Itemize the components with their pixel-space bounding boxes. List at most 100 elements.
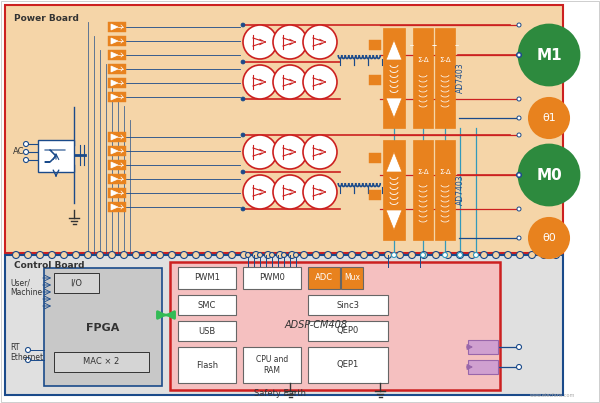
Circle shape [301,251,308,258]
Circle shape [529,98,569,138]
Bar [435,140,455,240]
Circle shape [293,253,299,258]
Bar [468,360,498,374]
Bar [341,267,363,289]
Text: www.elecfans.com: www.elecfans.com [530,393,575,398]
Polygon shape [111,148,118,154]
Circle shape [517,97,521,101]
Circle shape [517,116,521,120]
Circle shape [25,347,31,353]
Circle shape [241,133,245,137]
Circle shape [241,60,245,64]
Circle shape [303,25,337,59]
Circle shape [505,251,511,258]
Circle shape [85,251,91,258]
Bar [108,50,126,60]
Circle shape [397,251,404,258]
Bar [54,352,149,372]
Circle shape [245,253,251,258]
Circle shape [205,251,212,258]
Circle shape [313,251,320,258]
Bar [383,140,405,240]
Text: Σ-Δ: Σ-Δ [439,169,451,175]
Circle shape [73,251,79,258]
Bar [413,28,433,128]
Bar [54,273,99,293]
Bar [108,132,126,142]
Circle shape [517,23,521,27]
Circle shape [517,364,521,370]
Circle shape [519,25,579,85]
Text: PWM1: PWM1 [194,274,220,283]
Circle shape [361,251,367,258]
Bar [308,295,388,315]
Polygon shape [111,94,118,100]
Circle shape [517,52,521,58]
Circle shape [25,357,31,363]
Circle shape [145,251,151,258]
Bar [369,190,381,200]
Circle shape [23,158,29,162]
Circle shape [481,251,487,258]
Polygon shape [386,98,402,118]
Text: QEP0: QEP0 [337,326,359,336]
Circle shape [269,253,275,258]
Text: CPU and
RAM: CPU and RAM [256,355,288,375]
Polygon shape [111,66,118,72]
Polygon shape [111,38,118,44]
Text: RT
Ethernet: RT Ethernet [10,343,43,362]
Text: Flash: Flash [196,361,218,370]
Text: θ0: θ0 [542,233,556,243]
Text: USB: USB [199,326,215,336]
Bar [178,267,236,289]
Circle shape [517,133,521,137]
Circle shape [241,207,245,211]
Circle shape [243,25,277,59]
Polygon shape [386,40,402,60]
Text: AD7403: AD7403 [455,174,464,205]
Bar [178,295,236,315]
Bar [413,140,433,240]
Bar [108,64,126,74]
Polygon shape [111,52,118,58]
Bar [108,202,126,212]
Circle shape [433,251,439,258]
Circle shape [241,251,248,258]
Circle shape [217,251,223,258]
Text: SMC: SMC [198,301,216,310]
Circle shape [273,175,307,209]
Text: θ1: θ1 [542,113,556,123]
Text: ADSP-CM408: ADSP-CM408 [284,320,347,330]
Circle shape [241,170,245,174]
Circle shape [265,251,271,258]
Text: Σ-Δ: Σ-Δ [417,57,429,63]
Circle shape [303,175,337,209]
Bar [44,268,162,386]
Circle shape [409,251,415,258]
Circle shape [241,23,245,27]
Text: AD7403: AD7403 [455,63,464,93]
Text: Sinc3: Sinc3 [337,301,359,310]
Text: QEP1: QEP1 [337,361,359,370]
Circle shape [517,345,521,349]
Circle shape [517,236,521,240]
Circle shape [169,251,176,258]
Bar [108,92,126,102]
Circle shape [157,251,163,258]
Circle shape [253,251,260,258]
Polygon shape [386,152,402,172]
Circle shape [529,218,569,258]
Circle shape [273,65,307,99]
Circle shape [133,251,139,258]
Circle shape [109,251,115,258]
Circle shape [303,135,337,169]
Polygon shape [386,210,402,230]
Bar [243,347,301,383]
Bar [108,22,126,32]
Polygon shape [111,176,118,182]
Circle shape [445,251,452,258]
Circle shape [97,251,104,258]
Circle shape [325,251,331,258]
Circle shape [517,207,521,211]
Circle shape [349,251,355,258]
